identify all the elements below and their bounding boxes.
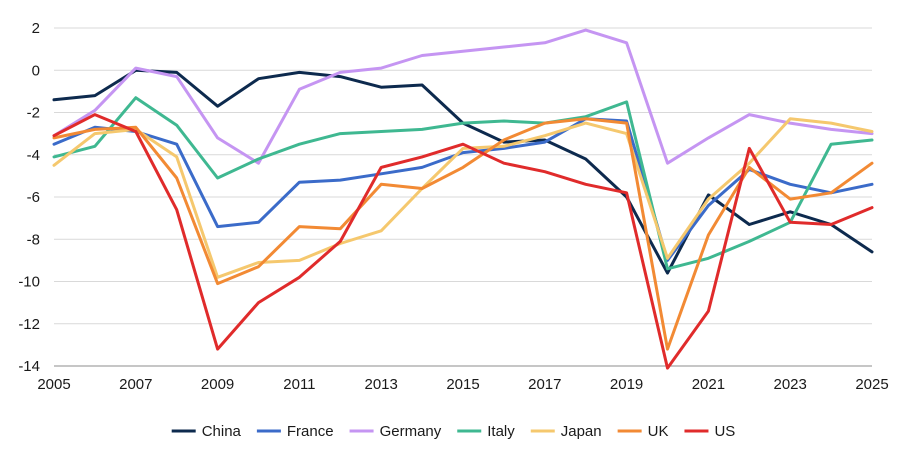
y-tick-label: -12	[18, 316, 40, 333]
y-tick-label: 2	[32, 20, 40, 37]
series-lines	[52, 28, 874, 370]
x-tick-label: 2023	[774, 376, 807, 393]
y-tick-label: -4	[27, 147, 40, 164]
series-line-italy	[52, 96, 874, 271]
legend-label: Italy	[487, 423, 515, 440]
series-line-us	[52, 113, 874, 370]
legend-item-china: China	[171, 423, 242, 440]
y-tick-label: -10	[18, 274, 40, 291]
x-tick-label: 2019	[610, 376, 643, 393]
legend-item-germany: Germany	[349, 423, 442, 440]
y-tick-label: -2	[27, 105, 40, 122]
legend-item-uk: UK	[617, 423, 669, 440]
series-line-uk	[52, 117, 874, 351]
y-tick-label: -14	[18, 358, 40, 375]
x-tick-label: 2005	[37, 376, 70, 393]
legend-item-japan: Japan	[530, 423, 602, 440]
x-tick-labels: 2005 2007 2009 2011 2013 2015 2017 2019 2021 2023…	[37, 376, 888, 393]
x-tick-label: 2021	[692, 376, 725, 393]
legend-label: France	[287, 423, 334, 440]
series-line-japan	[52, 117, 874, 279]
legend-item-us: US	[684, 423, 735, 440]
legend: China France Germany Italy Japan UK US	[171, 423, 735, 440]
legend-item-france: France	[256, 423, 334, 440]
legend-label: China	[202, 423, 242, 440]
legend-label: UK	[648, 423, 669, 440]
series-line-germany	[52, 28, 874, 165]
legend-label: Germany	[380, 423, 442, 440]
series-line-france	[52, 117, 874, 262]
y-tick-labels: 2 0 -2 -4 -6 -8 -10 -12 -14	[18, 20, 40, 375]
legend-label: Japan	[561, 423, 602, 440]
x-tick-label: 2025	[855, 376, 888, 393]
x-tick-label: 2015	[446, 376, 479, 393]
legend-item-italy: Italy	[457, 423, 515, 440]
legend-label: US	[714, 423, 735, 440]
y-tick-label: 0	[32, 62, 40, 79]
x-tick-label: 2013	[365, 376, 398, 393]
x-tick-label: 2009	[201, 376, 234, 393]
x-tick-label: 2007	[119, 376, 152, 393]
y-tick-label: -8	[27, 231, 40, 248]
x-tick-label: 2017	[528, 376, 561, 393]
y-tick-label: -6	[27, 189, 40, 206]
x-tick-label: 2011	[283, 376, 315, 393]
